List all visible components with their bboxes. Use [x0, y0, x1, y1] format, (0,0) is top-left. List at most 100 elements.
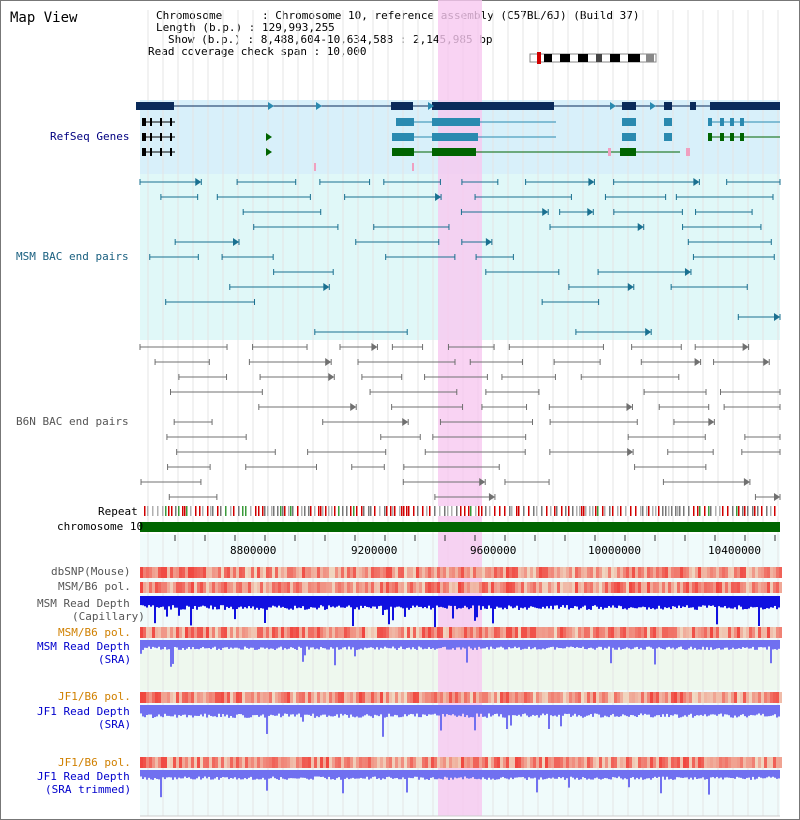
gene-exon: [150, 148, 152, 156]
read-depth-bar: [756, 640, 758, 650]
read-depth-bar: [278, 640, 280, 648]
pol-heat-cell: [185, 582, 188, 593]
chromosome-label[interactable]: chromosome 10: [57, 520, 144, 533]
read-depth-bar: [752, 770, 754, 777]
read-depth-bar: [300, 596, 302, 609]
read-depth-bar: [184, 705, 186, 715]
pol-heat-cell: [698, 582, 701, 593]
read-depth-bar: [402, 770, 404, 778]
read-depth-bar: [744, 705, 746, 717]
read-depth-bar: [666, 640, 668, 648]
pol-heat-cell: [293, 567, 296, 578]
read-depth-bar: [398, 640, 400, 648]
pol-heat-cell: [197, 582, 200, 593]
read-depth-bar: [490, 705, 492, 717]
read-depth-bar: [692, 640, 694, 650]
pol-heat-cell: [188, 757, 191, 768]
pol-heat-cell: [497, 582, 500, 593]
read-depth-bar: [224, 596, 226, 610]
jf1-b6-pol-label[interactable]: JF1/B6 pol.: [58, 690, 131, 703]
read-depth-bar: [548, 596, 550, 609]
read-depth-bar: [348, 596, 350, 606]
pol-heat-cell: [239, 582, 242, 593]
msm-b6-pol-sra-label[interactable]: MSM/B6 pol.: [58, 626, 131, 639]
jf1-read-depth-sra-label[interactable]: JF1 Read Depth: [37, 705, 130, 718]
jf1-b6-pol-trimmed-label[interactable]: JF1/B6 pol.: [58, 756, 131, 769]
read-depth-bar: [592, 705, 594, 717]
read-depth-bar: [720, 596, 722, 608]
pol-heat-cell: [653, 692, 656, 703]
pol-heat-cell: [377, 627, 380, 638]
msm-read-depth-capillary-label[interactable]: MSM Read Depth: [37, 597, 130, 610]
pol-heat-cell: [719, 627, 722, 638]
pol-heat-cell: [605, 567, 608, 578]
pol-heat-cell: [602, 692, 605, 703]
repeat-mark: [556, 506, 558, 516]
jf1-read-depth-trimmed-label[interactable]: JF1 Read Depth: [37, 770, 130, 783]
read-depth-bar: [244, 705, 246, 718]
read-depth-bar: [438, 596, 440, 608]
read-depth-bar: [428, 596, 430, 606]
gene-exon: [720, 133, 724, 141]
b6n-bac-label[interactable]: B6N BAC end pairs: [16, 415, 129, 428]
msm-read-depth-sra-label[interactable]: MSM Read Depth: [37, 640, 130, 653]
read-depth-bar: [228, 705, 230, 718]
bac-pair-arrow: [645, 328, 652, 336]
msm-b6-pol-label[interactable]: MSM/B6 pol.: [58, 580, 131, 593]
read-depth-bar: [252, 596, 254, 607]
read-depth-bar: [250, 596, 252, 609]
read-depth-bar: [390, 705, 392, 717]
pol-heat-cell: [275, 627, 278, 638]
read-depth-bar: [614, 640, 616, 650]
msm-bac-label[interactable]: MSM BAC end pairs: [16, 250, 129, 263]
read-depth-bar: [620, 770, 622, 779]
chromosome-ideogram[interactable]: [528, 52, 660, 64]
repeat-label[interactable]: Repeat: [98, 505, 138, 518]
read-depth-bar: [456, 596, 458, 610]
repeat-mark: [523, 506, 525, 516]
pol-heat-cell: [494, 757, 497, 768]
gene-arrow: [316, 102, 322, 110]
read-depth-bar: [390, 640, 392, 649]
pol-heat-cell: [716, 582, 719, 593]
pol-heat-cell: [209, 627, 212, 638]
pol-heat-cell: [740, 582, 743, 593]
pol-heat-cell: [461, 692, 464, 703]
pol-heat-cell: [755, 582, 758, 593]
read-depth-bar: [426, 770, 428, 780]
read-depth-bar: [236, 705, 238, 715]
read-depth-bar: [280, 770, 282, 778]
pol-heat-cell: [632, 692, 635, 703]
pol-heat-cell: [638, 757, 641, 768]
dbsnp-label[interactable]: dbSNP(Mouse): [51, 565, 131, 578]
read-depth-bar: [584, 770, 586, 779]
read-depth-bar: [710, 640, 712, 648]
pol-heat-cell: [272, 582, 275, 593]
pol-heat-cell: [707, 692, 710, 703]
read-depth-bar: [152, 770, 154, 780]
bac-pair-arrow: [637, 223, 644, 231]
pol-heat-cell: [266, 627, 269, 638]
pol-heat-cell: [626, 627, 629, 638]
pol-heat-cell: [293, 757, 296, 768]
read-depth-bar: [338, 640, 340, 650]
pol-heat-cell: [500, 567, 503, 578]
read-depth-bar: [414, 640, 416, 649]
read-depth-bar: [414, 596, 416, 608]
pol-heat-cell: [677, 567, 680, 578]
pol-heat-cell: [278, 567, 281, 578]
read-depth-bar: [736, 640, 738, 649]
read-depth-bar: [148, 770, 150, 778]
pol-heat-cell: [143, 567, 146, 578]
refseq-genes-label[interactable]: RefSeq Genes: [50, 130, 130, 143]
read-depth-bar: [756, 596, 758, 608]
read-depth-bar: [186, 770, 188, 779]
read-depth-bar: [448, 770, 450, 780]
read-depth-bar: [312, 596, 314, 608]
read-depth-bar: [488, 770, 490, 778]
read-depth-bar: [256, 640, 258, 650]
pol-heat-cell: [233, 582, 236, 593]
repeat-mark: [212, 506, 214, 516]
repeat-mark: [426, 506, 428, 516]
